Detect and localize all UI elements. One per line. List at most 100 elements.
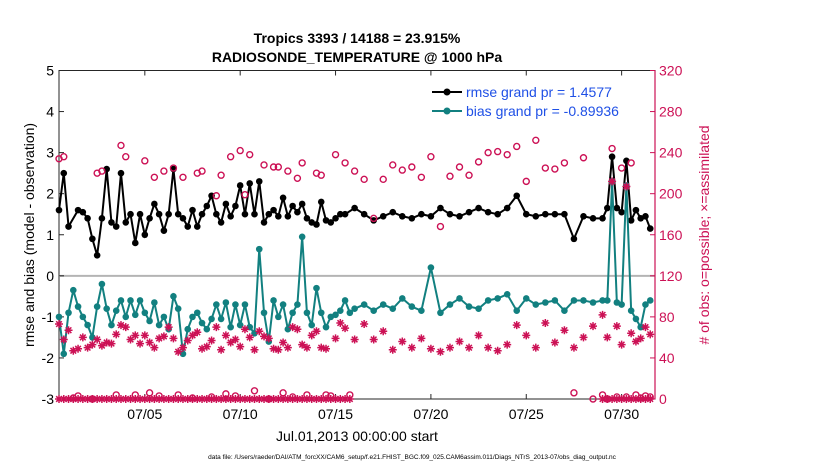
obs-possible-point [570, 389, 578, 397]
obs-assimilated-point [579, 333, 588, 342]
obs-assimilated-point [126, 395, 135, 403]
obs-assimilated-point [193, 328, 202, 337]
legend-bias-marker [443, 107, 451, 115]
bias-point [332, 311, 339, 319]
obs-possible-point [503, 150, 511, 159]
x-axis-label: Jul.01,2013 00:00:00 start [276, 428, 438, 444]
rmse-point [446, 210, 454, 218]
bias-point [65, 309, 72, 317]
obs-assimilated-point [550, 338, 559, 347]
rmse-point [360, 210, 368, 218]
y-axis-label-right: # of obs: o=possible; ×=assimilated [696, 125, 712, 344]
rmse-point [522, 210, 530, 218]
rmse-point [112, 223, 120, 230]
bias-point [213, 301, 220, 308]
obs-possible-point [408, 163, 416, 171]
rmse-point [255, 178, 263, 185]
obs-assimilated-point [589, 322, 598, 331]
x-tick-label: 07/25 [509, 406, 544, 422]
rmse-point [217, 219, 225, 226]
y-tick-label-left: 1 [46, 227, 54, 243]
x-tick-label: 07/30 [604, 406, 639, 422]
obs-possible-point [293, 174, 302, 182]
obs-assimilated-point [631, 395, 640, 403]
obs-assimilated-point [336, 395, 345, 403]
obs-assimilated-point [240, 395, 249, 403]
obs-assimilated-point [83, 395, 92, 403]
legend-box [428, 80, 650, 122]
obs-possible-point [617, 164, 626, 172]
obs-assimilated-point [493, 346, 502, 355]
obs-assimilated-point [345, 395, 354, 403]
obs-assimilated-point [293, 325, 302, 334]
obs-possible-point [560, 159, 569, 167]
obs-assimilated-point [69, 346, 78, 355]
y-tick-label-left: -1 [42, 309, 55, 325]
bias-point [551, 297, 559, 304]
x-tick-label: 07/10 [223, 406, 258, 422]
obs-assimilated-point [169, 395, 178, 403]
obs-assimilated-point [617, 395, 626, 403]
obs-possible-point [589, 395, 597, 403]
bias-point [60, 350, 68, 358]
obs-assimilated-point [279, 395, 288, 403]
obs-possible-point [389, 161, 397, 169]
obs-assimilated-point [245, 395, 254, 403]
rmse-point [613, 204, 621, 212]
bias-point [193, 309, 201, 317]
bias-point [184, 325, 192, 333]
y-tick-label-left: -2 [42, 350, 55, 366]
obs-assimilated-point [274, 395, 283, 403]
obs-possible-point [241, 191, 249, 199]
bias-point [232, 301, 239, 308]
obs-assimilated-point [307, 331, 316, 340]
rmse-point [108, 219, 115, 226]
rmse-point [494, 210, 501, 218]
obs-assimilated-point [164, 323, 173, 332]
rmse-point [236, 182, 244, 189]
obs-possible-point [436, 222, 445, 231]
bias-point [370, 307, 377, 315]
rmse-point [570, 235, 578, 243]
bias-point [189, 313, 196, 321]
obs-assimilated-point [569, 343, 578, 352]
obs-assimilated-point [341, 395, 350, 403]
y-tick-label-right: 280 [659, 104, 683, 120]
obs-assimilated-point [64, 326, 73, 335]
obs-assimilated-point [116, 321, 125, 330]
obs-assimilated-point [198, 344, 207, 353]
rmse-point [294, 208, 301, 216]
obs-assimilated-point [360, 320, 369, 329]
obs-assimilated-point [140, 395, 149, 403]
bias-point [446, 301, 454, 308]
obs-assimilated-point [264, 334, 273, 343]
obs-assimilated-point [183, 336, 192, 345]
obs-assimilated-point [317, 343, 326, 352]
obs-assimilated-point [169, 334, 178, 343]
rmse-point [642, 212, 649, 220]
bias-point [351, 305, 358, 312]
obs-possible-point [226, 153, 235, 161]
rmse-point [379, 212, 387, 220]
obs-assimilated-point [388, 345, 397, 354]
obs-assimilated-point [226, 338, 235, 347]
rmse-point [65, 223, 72, 230]
obs-assimilated-point [417, 334, 426, 343]
chart-title-line1: Tropics 3393 / 14188 = 23.915% [254, 30, 461, 46]
obs-possible-point [60, 153, 68, 161]
obs-assimilated-point [240, 325, 249, 334]
obs-assimilated-point [283, 343, 292, 352]
bias-point [155, 321, 163, 329]
bias-point [456, 295, 463, 302]
x-tick-label: 07/20 [413, 406, 448, 422]
bias-point [360, 301, 368, 308]
y-tick-label-right: 40 [659, 350, 675, 366]
bias-point [475, 305, 482, 312]
obs-assimilated-point [188, 331, 197, 340]
obs-assimilated-point [598, 310, 607, 319]
obs-possible-point [246, 150, 254, 159]
obs-assimilated-point [322, 344, 331, 353]
rmse-point [551, 210, 559, 218]
rmse-point [627, 217, 635, 224]
obs-assimilated-point [622, 395, 631, 403]
